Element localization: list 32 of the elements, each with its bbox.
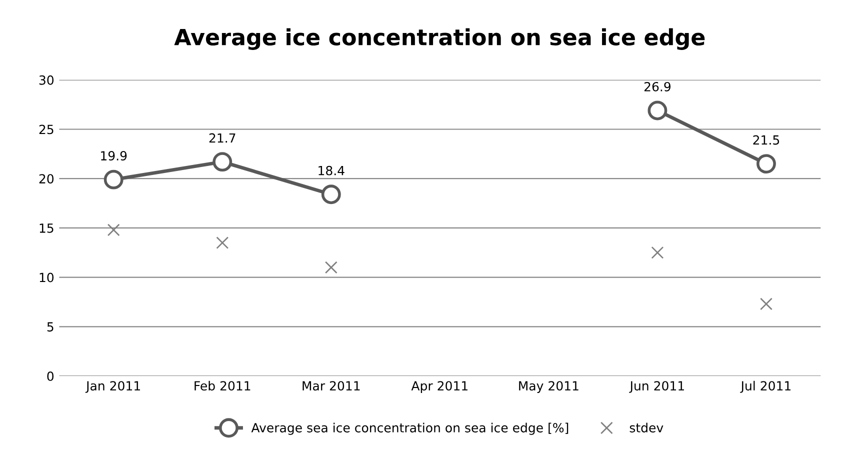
legend-label: stdev (630, 422, 664, 432)
x-tick-label: Jun 2011 (629, 381, 684, 393)
x-tick-label: Apr 2011 (411, 381, 468, 393)
data-label: 26.9 (644, 82, 670, 92)
point (212, 152, 232, 172)
point (324, 261, 338, 274)
x-tick-label: Feb 2011 (194, 380, 250, 391)
point (648, 100, 668, 120)
y-tick-label: 15 (40, 224, 54, 233)
data-label: 19.9 (101, 151, 127, 160)
data-label: 18.4 (318, 166, 344, 176)
data-label: 21.5 (753, 135, 780, 145)
point (651, 246, 664, 259)
point (321, 184, 341, 204)
x-tick-label: Jul 2011 (740, 380, 791, 393)
point (756, 154, 776, 174)
data-label: 21.7 (209, 133, 236, 143)
y-tick-label: 25 (39, 124, 54, 134)
x-tick-label: Mar 2011 (302, 381, 360, 391)
chart-title: Average ice concentration on sea ice edge (174, 28, 705, 50)
y-tick-label: 5 (47, 322, 54, 332)
x-tick-label: May 2011 (519, 381, 578, 393)
point (104, 170, 124, 190)
legend-label: Average sea ice concentration on sea ice edge [%] (251, 422, 568, 435)
y-tick-label: 20 (39, 174, 54, 184)
point (107, 224, 120, 236)
y-tick-label: 10 (40, 272, 54, 282)
y-tick-label: 30 (39, 75, 54, 85)
x-tick-label: Jan 2011 (85, 381, 140, 393)
point (216, 236, 229, 250)
point (760, 298, 772, 310)
y-tick-label: 0 (47, 371, 54, 381)
